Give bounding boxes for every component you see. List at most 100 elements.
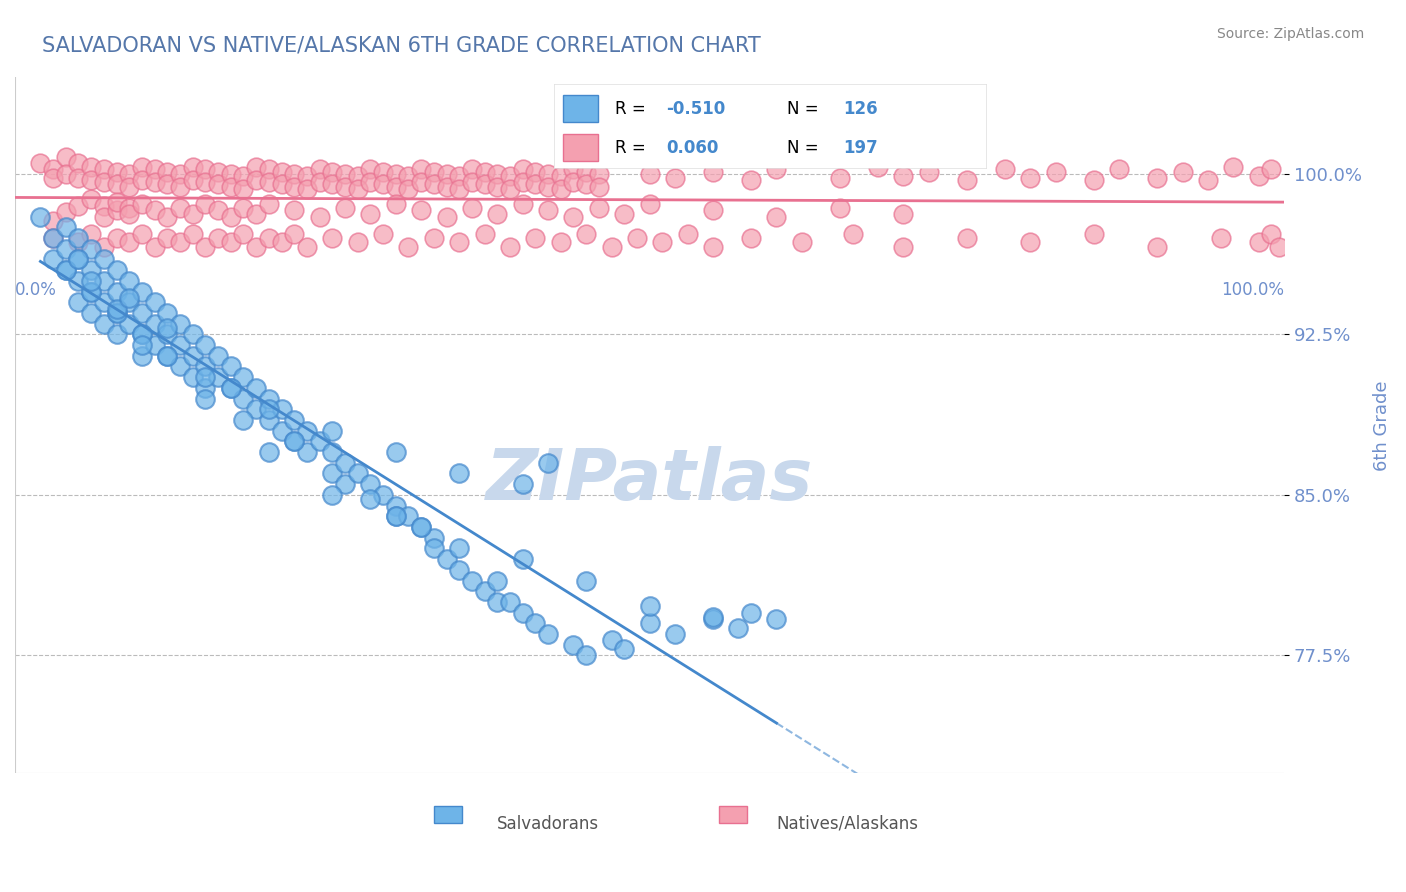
Point xyxy=(346,169,368,183)
Point xyxy=(396,239,419,253)
Point xyxy=(169,167,191,181)
Point xyxy=(1045,164,1067,178)
Point xyxy=(359,492,381,507)
Point xyxy=(131,227,153,241)
Point xyxy=(1146,171,1168,186)
Point xyxy=(486,574,509,588)
Point xyxy=(562,210,585,224)
Point xyxy=(1197,173,1219,187)
Point xyxy=(156,164,179,178)
Point xyxy=(1083,227,1105,241)
Point xyxy=(321,445,343,459)
Point xyxy=(1209,231,1232,245)
Point xyxy=(131,327,153,342)
Point xyxy=(396,182,419,196)
Point xyxy=(727,621,749,635)
Point xyxy=(384,196,406,211)
Point xyxy=(638,616,661,631)
Bar xyxy=(434,805,461,823)
Point xyxy=(486,179,509,194)
Point xyxy=(359,477,381,491)
Point xyxy=(169,338,191,352)
Point xyxy=(411,175,433,189)
Point xyxy=(131,327,153,342)
Point xyxy=(600,633,623,648)
Point xyxy=(55,263,77,277)
Point xyxy=(283,413,305,427)
Text: 0.0%: 0.0% xyxy=(15,281,56,299)
Point xyxy=(474,227,496,241)
Text: Natives/Alaskans: Natives/Alaskans xyxy=(776,815,918,833)
Point xyxy=(131,161,153,175)
Text: Salvadorans: Salvadorans xyxy=(498,815,599,833)
Point xyxy=(321,231,343,245)
Point xyxy=(156,327,179,342)
Point xyxy=(67,199,90,213)
Point xyxy=(181,227,204,241)
Point xyxy=(359,175,381,189)
Point xyxy=(105,203,128,218)
Point xyxy=(1260,227,1282,241)
Point xyxy=(1171,164,1194,178)
Point xyxy=(156,210,179,224)
Point xyxy=(321,488,343,502)
Point xyxy=(105,306,128,320)
Point xyxy=(105,306,128,320)
Point xyxy=(93,274,115,288)
Point xyxy=(588,167,610,181)
Point xyxy=(219,210,242,224)
Point xyxy=(131,306,153,320)
Point xyxy=(93,295,115,310)
Point xyxy=(257,392,280,406)
Point xyxy=(169,201,191,215)
Point xyxy=(308,162,330,177)
Point xyxy=(893,207,915,221)
Point xyxy=(105,231,128,245)
Point xyxy=(181,207,204,221)
Point xyxy=(169,317,191,331)
Point xyxy=(194,175,217,189)
Point xyxy=(918,164,941,178)
Point xyxy=(118,295,141,310)
Point xyxy=(346,235,368,250)
Point xyxy=(80,274,103,288)
Point xyxy=(550,169,572,183)
Point xyxy=(411,203,433,218)
Point xyxy=(270,402,292,417)
Point xyxy=(512,162,534,177)
Point xyxy=(333,477,356,491)
Point xyxy=(219,381,242,395)
Point xyxy=(67,274,90,288)
Point xyxy=(143,175,166,189)
Point xyxy=(80,285,103,299)
Point xyxy=(321,178,343,192)
Point xyxy=(245,161,267,175)
Point xyxy=(80,242,103,256)
Point xyxy=(131,196,153,211)
Point xyxy=(411,162,433,177)
Point xyxy=(333,456,356,470)
Point xyxy=(219,359,242,374)
Point xyxy=(550,182,572,196)
Point xyxy=(575,227,598,241)
Point xyxy=(257,162,280,177)
Point xyxy=(105,285,128,299)
Point xyxy=(790,235,813,250)
Text: 100.0%: 100.0% xyxy=(1222,281,1284,299)
Point xyxy=(232,201,254,215)
Point xyxy=(321,467,343,481)
Point xyxy=(333,167,356,181)
Point xyxy=(156,231,179,245)
Point xyxy=(956,173,979,187)
Point xyxy=(550,235,572,250)
Text: Source: ZipAtlas.com: Source: ZipAtlas.com xyxy=(1216,27,1364,41)
Point xyxy=(765,210,787,224)
Point xyxy=(42,252,65,267)
Point xyxy=(143,239,166,253)
Point xyxy=(143,338,166,352)
Point xyxy=(207,370,229,384)
Point xyxy=(740,173,762,187)
Point xyxy=(664,171,686,186)
Point xyxy=(740,231,762,245)
Point xyxy=(436,210,458,224)
